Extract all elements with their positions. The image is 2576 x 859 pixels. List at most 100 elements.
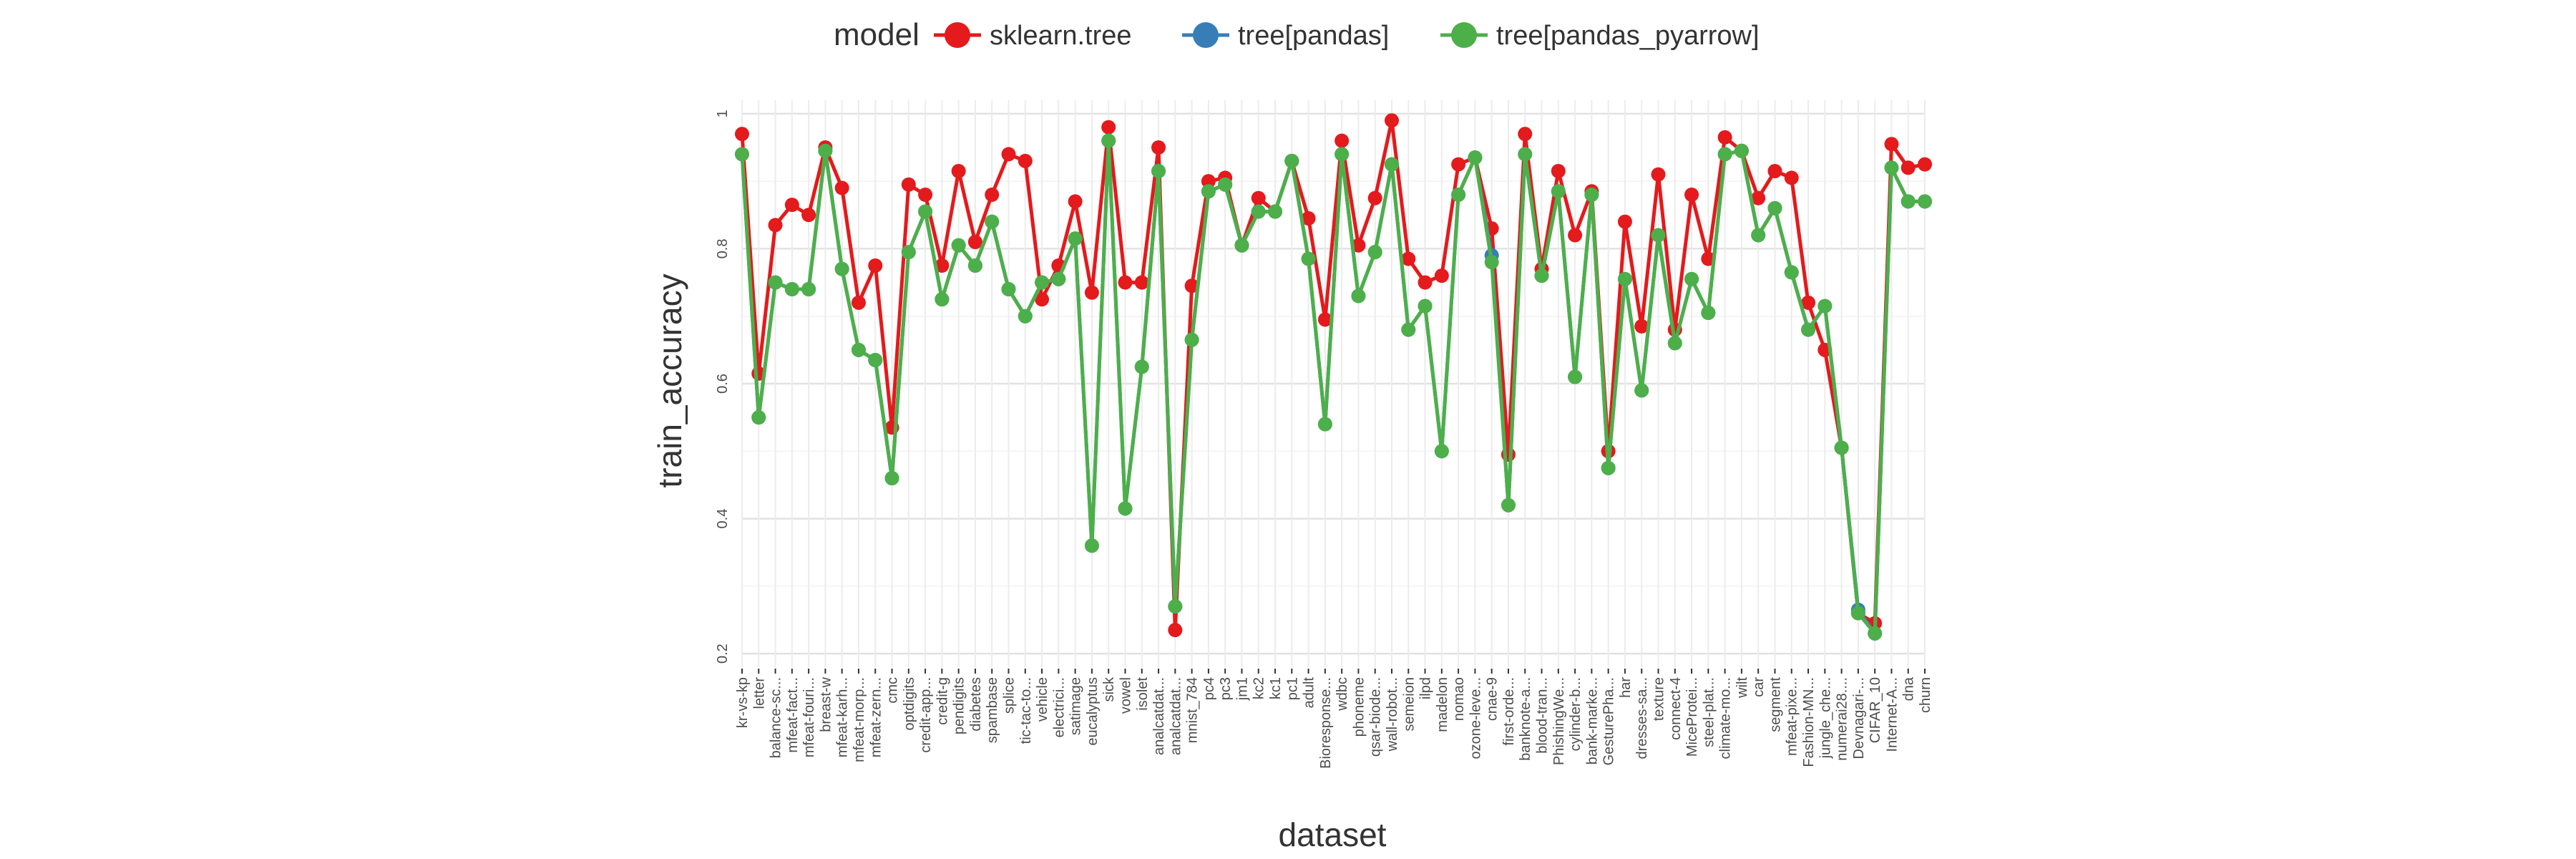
data-point	[768, 275, 783, 290]
data-point	[967, 258, 982, 273]
x-tick-label: wdbc	[1335, 677, 1350, 712]
legend-label: tree[pandas]	[1238, 21, 1389, 51]
x-tick-label: Bioresponse...	[1318, 677, 1334, 769]
data-point	[1284, 153, 1299, 168]
legend-swatch-point	[1193, 22, 1219, 48]
x-axis-title: dataset	[1279, 816, 1387, 853]
x-tick-label: mfeat-morp...	[852, 677, 867, 762]
series-sklearn.tree	[735, 113, 1932, 638]
data-point	[1601, 460, 1616, 475]
x-tick-label: car	[1751, 677, 1767, 697]
x-tick-label: pc4	[1201, 677, 1217, 700]
data-point	[1868, 626, 1883, 641]
x-tick-label: analcatdat...	[1151, 677, 1167, 755]
data-point	[1018, 153, 1033, 168]
x-tick-label: credit-g	[935, 677, 950, 725]
y-tick-label: 0.8	[715, 239, 731, 259]
data-point	[1068, 231, 1083, 246]
y-tick-label: 0.2	[715, 644, 731, 664]
x-tick-label: segment	[1767, 677, 1783, 732]
x-tick-label: dresses-sa...	[1634, 677, 1650, 759]
data-point	[1551, 164, 1566, 178]
x-tick-label: phoneme	[1351, 677, 1367, 737]
x-tick-label: cmc	[885, 677, 901, 704]
data-point	[1001, 282, 1016, 296]
x-tick-label: Internet-A...	[1884, 677, 1900, 752]
data-point	[1384, 113, 1399, 128]
data-point	[1850, 606, 1865, 621]
x-tick-label: qsar-biode...	[1368, 677, 1384, 757]
data-point	[1101, 120, 1116, 135]
x-tick-label: jm1	[1234, 677, 1250, 701]
x-tick-label: bank-marke...	[1584, 677, 1600, 765]
data-point	[1118, 501, 1133, 516]
data-point	[1767, 164, 1782, 178]
data-point	[1201, 174, 1216, 189]
x-tick-label: spambase	[985, 677, 1000, 743]
data-point	[1901, 160, 1916, 175]
data-point	[901, 177, 916, 192]
data-point	[768, 218, 783, 233]
data-point	[868, 353, 883, 367]
data-point	[1151, 140, 1166, 155]
data-point	[918, 188, 933, 202]
data-point	[1184, 278, 1199, 293]
x-tick-label: vowel	[1118, 677, 1133, 714]
x-tick-label: PhishingWe...	[1551, 677, 1567, 765]
data-point	[1617, 214, 1632, 229]
data-point	[1134, 275, 1149, 290]
data-point	[1051, 271, 1066, 286]
data-point	[1518, 147, 1533, 162]
data-point	[1418, 299, 1433, 314]
data-point	[901, 245, 916, 260]
data-point	[1634, 383, 1649, 398]
data-point	[951, 238, 966, 253]
data-point	[1118, 275, 1133, 290]
x-tick-label: cylinder-b...	[1568, 677, 1584, 751]
data-point	[1434, 268, 1449, 283]
data-point	[1351, 238, 1366, 253]
x-tick-label: credit-app...	[918, 677, 934, 753]
x-tick-label: churn	[1918, 677, 1933, 713]
data-point	[1784, 170, 1799, 185]
data-point	[1501, 498, 1516, 513]
x-tick-label: mfeat-fouri...	[801, 677, 817, 757]
data-point	[1101, 133, 1116, 148]
data-point	[1068, 194, 1083, 209]
data-point	[1151, 164, 1166, 178]
data-point	[1201, 184, 1216, 199]
data-point	[1451, 157, 1466, 172]
data-point	[1651, 228, 1666, 243]
x-tick-label: numerai28....	[1835, 677, 1850, 761]
x-tick-label: blood-tran...	[1535, 677, 1551, 754]
x-tick-label: texture	[1651, 677, 1667, 721]
y-axis-title: train_accuracy	[651, 273, 688, 487]
x-tick-label: kc1	[1268, 677, 1284, 699]
data-point	[1818, 299, 1833, 314]
x-tick-label: splice	[1002, 677, 1018, 714]
legend-label: sklearn.tree	[990, 21, 1132, 51]
x-tick-label: adult	[1302, 677, 1317, 709]
x-tick-label: cnae-9	[1485, 677, 1501, 721]
data-point	[1784, 265, 1799, 280]
axes: 0.2 0.4 0.6 0.8 1 kr-vs-kp letter balance-sc...…	[715, 110, 1933, 769]
data-point	[1584, 188, 1599, 202]
data-point	[1301, 211, 1316, 225]
data-point	[935, 258, 950, 273]
x-tick-label: vehicle	[1035, 677, 1050, 722]
data-point	[1018, 309, 1033, 324]
x-tick-label: first-orde...	[1501, 677, 1517, 746]
data-point	[918, 204, 933, 219]
x-tick-label: satimage	[1068, 677, 1084, 735]
x-tick-label: mfeat-pixe...	[1785, 677, 1800, 756]
data-point	[1734, 143, 1749, 158]
data-point	[1401, 251, 1416, 266]
data-point	[1401, 322, 1416, 337]
data-point	[834, 180, 849, 195]
data-point	[1035, 292, 1050, 307]
data-point	[851, 342, 866, 357]
data-point	[1234, 238, 1249, 253]
x-tick-label: wall-robot...	[1385, 677, 1400, 752]
x-tick-label: GesturePha...	[1601, 677, 1617, 765]
